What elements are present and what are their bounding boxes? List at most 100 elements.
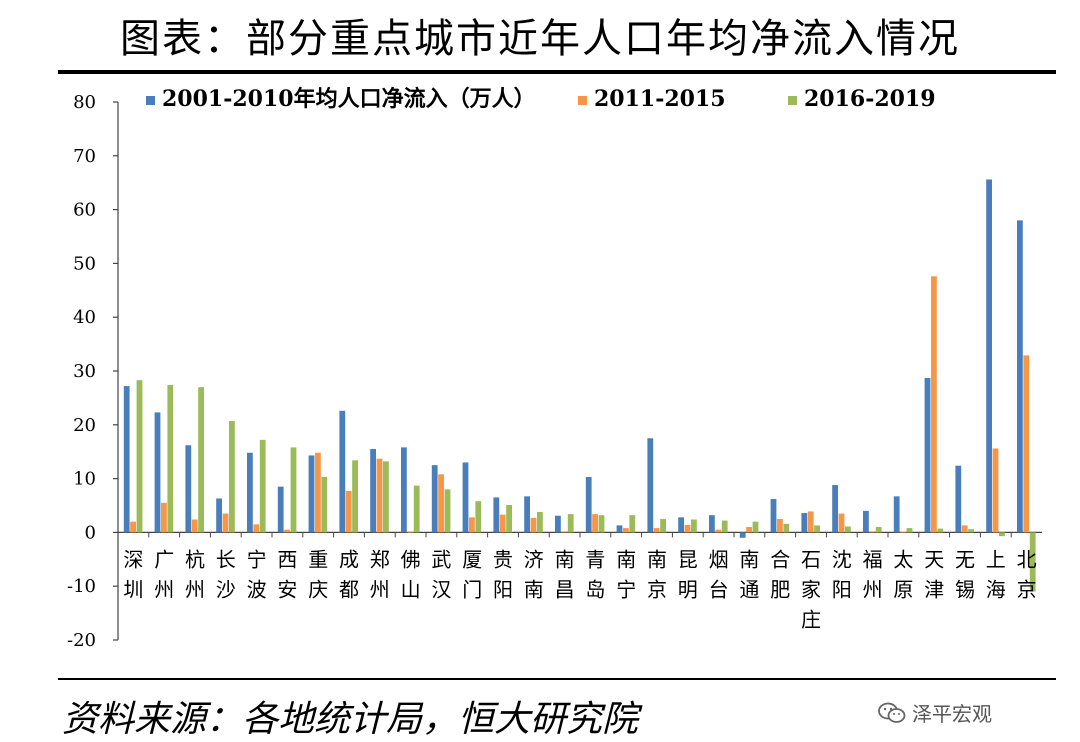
bar <box>524 496 530 533</box>
bar <box>937 528 944 533</box>
bar <box>986 179 992 533</box>
bar <box>807 511 814 533</box>
bar <box>647 438 654 533</box>
legend-label: 2011-2015 <box>594 86 726 112</box>
bar <box>999 532 1005 537</box>
bar <box>161 502 167 533</box>
y-tick-label: 30 <box>73 361 96 382</box>
x-tick-label: 广州 <box>154 547 174 601</box>
bar <box>339 410 346 533</box>
x-tick-label: 贵阳 <box>493 547 513 601</box>
bar <box>352 460 358 533</box>
bar <box>845 526 851 533</box>
bar <box>801 513 808 533</box>
x-tick-label: 上海 <box>986 547 1006 601</box>
bar <box>924 377 931 533</box>
x-tick-label: 杭州 <box>185 547 205 601</box>
bar <box>315 452 321 533</box>
bar <box>555 515 561 533</box>
title-divider <box>58 70 1056 74</box>
bar <box>130 521 136 533</box>
x-tick-label: 南京 <box>647 547 667 601</box>
bar <box>185 445 192 533</box>
bar <box>623 528 629 533</box>
x-tick-label: 深圳 <box>123 547 143 601</box>
bar <box>770 499 777 533</box>
bar <box>376 458 383 533</box>
bar <box>961 525 968 533</box>
bar <box>653 528 660 533</box>
bar <box>875 527 882 533</box>
y-tick-label: 10 <box>73 469 96 490</box>
legend-swatch <box>146 96 155 105</box>
y-tick-label: 20 <box>73 415 96 436</box>
x-tick-label: 厦门 <box>462 547 482 601</box>
page-title: 图表：部分重点城市近年人口年均净流入情况 <box>120 16 960 62</box>
x-tick-label: 合肥 <box>770 547 790 601</box>
legend-label: 2016-2019 <box>804 86 936 112</box>
bar <box>321 476 328 533</box>
x-tick-label: 成都 <box>339 547 359 601</box>
bar <box>229 421 235 533</box>
bar <box>893 496 900 533</box>
bar <box>216 498 222 533</box>
bar <box>493 497 500 533</box>
x-tick-label: 石家庄 <box>801 547 821 631</box>
bar <box>345 490 352 533</box>
bar <box>691 519 697 533</box>
x-tick-label: 南昌 <box>555 547 575 601</box>
x-tick-label: 无锡 <box>955 547 975 601</box>
bar <box>678 517 684 533</box>
x-tick-label: 宁波 <box>247 547 267 601</box>
bar <box>561 531 568 533</box>
bar <box>191 519 198 533</box>
legend-swatch <box>788 96 797 105</box>
x-tick-label: 重庆 <box>308 547 328 601</box>
y-tick-label: 70 <box>73 146 96 167</box>
y-tick-label: 0 <box>85 522 96 543</box>
bar <box>752 521 759 533</box>
x-tick-label: 西安 <box>277 547 297 601</box>
bar <box>499 514 506 533</box>
x-tick-label: 南通 <box>739 547 759 601</box>
bar <box>167 384 174 533</box>
bar <box>567 514 574 533</box>
bar <box>592 514 598 533</box>
source-note: 资料来源：各地统计局，恒大研究院 <box>62 699 639 740</box>
x-tick-label: 太原 <box>893 547 913 601</box>
x-tick-label: 沈阳 <box>832 547 852 601</box>
bar <box>709 515 715 533</box>
legend-label: 2001-2010年均人口净流入（万人） <box>162 86 536 112</box>
bar <box>598 515 605 533</box>
bar <box>783 523 790 533</box>
y-tick-label: -10 <box>67 576 96 597</box>
bar <box>370 449 376 533</box>
bar <box>869 531 876 533</box>
x-tick-label: 烟台 <box>709 547 729 601</box>
footer-divider <box>58 678 1056 680</box>
x-tick-label: 福州 <box>863 547 883 601</box>
wechat-icon <box>878 702 906 723</box>
bar <box>444 489 451 533</box>
bar <box>290 447 297 533</box>
bar <box>814 525 820 533</box>
bar <box>438 474 444 533</box>
x-tick-label: 长沙 <box>216 547 236 601</box>
bar <box>746 527 752 533</box>
y-tick-label: 50 <box>73 253 96 274</box>
bar <box>629 515 636 533</box>
bar <box>863 510 869 533</box>
bar <box>222 513 229 533</box>
bar <box>401 447 407 533</box>
bar <box>931 276 937 533</box>
bar <box>407 532 414 533</box>
bar <box>992 448 999 533</box>
bar <box>777 518 783 533</box>
bar <box>906 528 913 533</box>
bar <box>154 412 161 533</box>
bar <box>537 511 543 533</box>
brand-watermark: 泽平宏观 <box>878 698 992 727</box>
bar <box>1023 355 1030 533</box>
bar <box>715 529 722 533</box>
bar <box>469 517 475 533</box>
